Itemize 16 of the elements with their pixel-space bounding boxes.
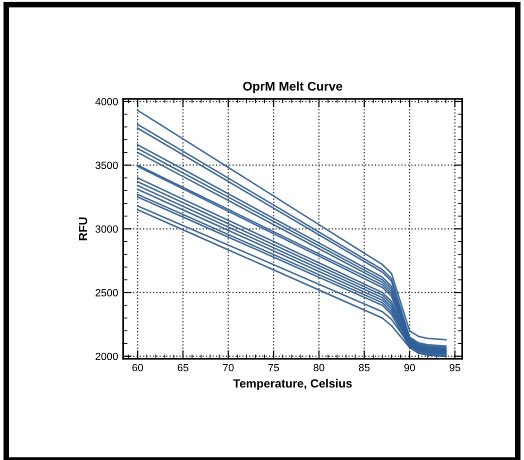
chart-title: OprM Melt Curve [243, 82, 342, 94]
x-tick-label: 95 [450, 364, 460, 372]
y-tick-label: 4000 [95, 98, 118, 106]
x-axis-title: Temperature, Celsius [233, 378, 352, 390]
x-tick-label: 85 [358, 364, 370, 372]
x-tick-label: 80 [314, 364, 324, 372]
y-tick-label: 3500 [96, 162, 118, 170]
x-tick-label: 60 [132, 364, 144, 372]
y-tick-label: 3000 [96, 225, 118, 233]
x-tick-label: 90 [404, 364, 415, 372]
y-tick-label: 2000 [96, 352, 118, 360]
x-tick-label: 75 [268, 364, 279, 372]
y-axis-title: RFU [78, 217, 88, 240]
x-tick-label: 65 [178, 364, 188, 372]
x-tick-label: 70 [223, 364, 234, 372]
y-tick-label: 2500 [96, 289, 118, 296]
